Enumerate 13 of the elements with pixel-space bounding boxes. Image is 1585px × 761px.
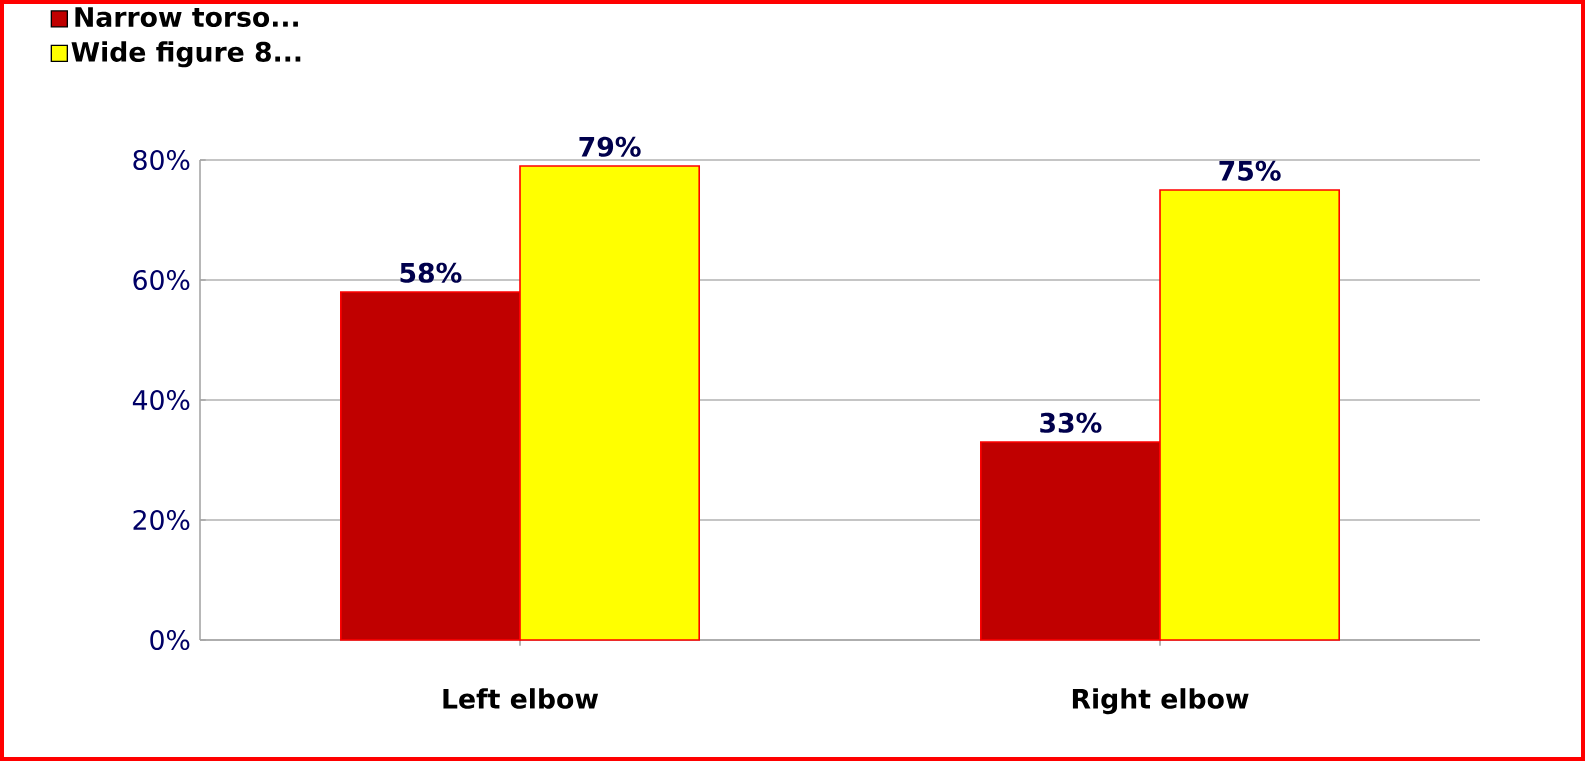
data-label: 33% (1040, 412, 1102, 433)
data-label: 79% (579, 136, 641, 157)
y-tick-label: 80% (133, 149, 190, 171)
x-tick-label: Left elbow (443, 688, 599, 709)
y-tick-label: 20% (133, 509, 190, 531)
legend-label: Wide figure 8... (71, 41, 301, 68)
y-tick-label: 60% (133, 269, 190, 291)
legend-label: Narrow torso... (75, 7, 298, 28)
x-tick-label: Right elbow (1072, 688, 1249, 715)
y-tick-label: 40% (132, 389, 190, 411)
data-label: 58% (400, 262, 462, 283)
y-tick-label: 0% (150, 629, 190, 651)
data-label: 75% (1219, 160, 1281, 181)
